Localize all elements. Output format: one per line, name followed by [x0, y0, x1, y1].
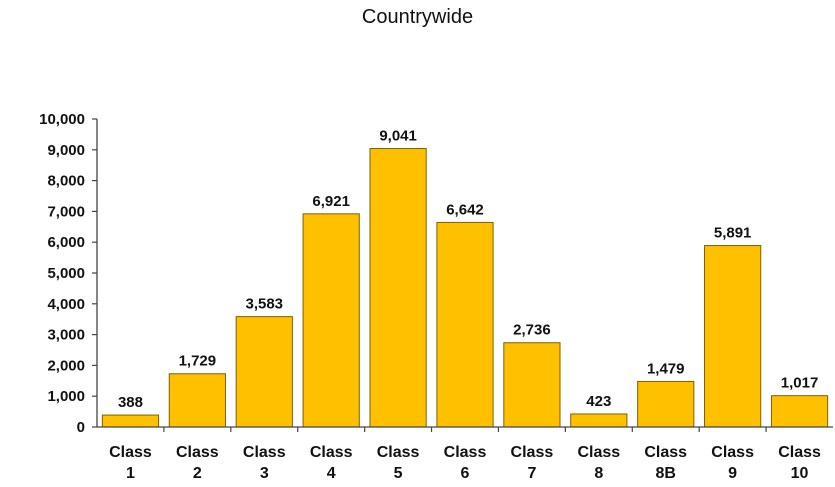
x-axis: Class 1 Class 2 Class 3 Class 4 Class 5 Class 6 Clas… [97, 426, 833, 482]
y-tick-label: 6,000 [47, 234, 85, 251]
bar [570, 413, 628, 428]
data-label: 6,642 [446, 201, 484, 218]
x-tick-label: Class 4 [310, 444, 353, 482]
bar [436, 221, 494, 428]
data-label: 3,583 [245, 296, 283, 313]
x-tick-label: Class 10 [778, 444, 821, 482]
y-tick-label: 9,000 [47, 142, 85, 159]
data-label: 5,891 [714, 225, 752, 242]
y-tick-label: 10,000 [39, 111, 85, 128]
y-tick-label: 1,000 [47, 388, 85, 405]
data-label: 1,729 [179, 353, 217, 370]
data-label: 388 [118, 394, 143, 411]
x-tick-label: Class 3 [243, 444, 286, 482]
data-label: 1,017 [781, 375, 819, 392]
x-tick-label: Class 8B [644, 444, 687, 482]
bar [503, 342, 561, 428]
bar [235, 316, 293, 428]
x-tick-label: Class 1 [109, 444, 152, 482]
data-label: 2,736 [513, 322, 551, 339]
bar [704, 245, 762, 428]
x-tick-label: Class 8 [577, 444, 620, 482]
y-tick-label: 7,000 [47, 203, 85, 220]
bars: 388 1,729 3,583 6,921 9,041 6,642 2,736 423 1,47… [101, 128, 829, 428]
bar [770, 395, 829, 428]
x-tick-label: Class 5 [377, 444, 420, 482]
data-label: 1,479 [647, 360, 685, 377]
x-tick-label: Class 9 [711, 444, 754, 482]
bar [369, 148, 427, 428]
bar [168, 373, 226, 428]
bar [101, 414, 160, 428]
x-tick-label: Class 2 [176, 444, 219, 482]
x-tick-label: Class 6 [444, 444, 487, 482]
bar [302, 213, 360, 428]
bar [637, 380, 695, 428]
data-label: 423 [586, 393, 611, 410]
y-tick-label: 5,000 [47, 265, 85, 282]
data-label: 6,921 [312, 193, 350, 210]
y-tick-label: 0 [77, 419, 85, 436]
chart-title: Countrywide [361, 6, 474, 28]
y-tick-label: 8,000 [47, 173, 85, 190]
y-tick-label: 2,000 [47, 357, 85, 374]
x-tick-label: Class 7 [511, 444, 554, 482]
data-label: 9,041 [379, 128, 417, 145]
y-tick-label: 4,000 [47, 296, 85, 313]
y-tick-label: 3,000 [47, 327, 85, 344]
y-axis: 0 1,000 2,000 3,000 4,000 5,000 6,000 7,000 8,00… [39, 111, 98, 436]
